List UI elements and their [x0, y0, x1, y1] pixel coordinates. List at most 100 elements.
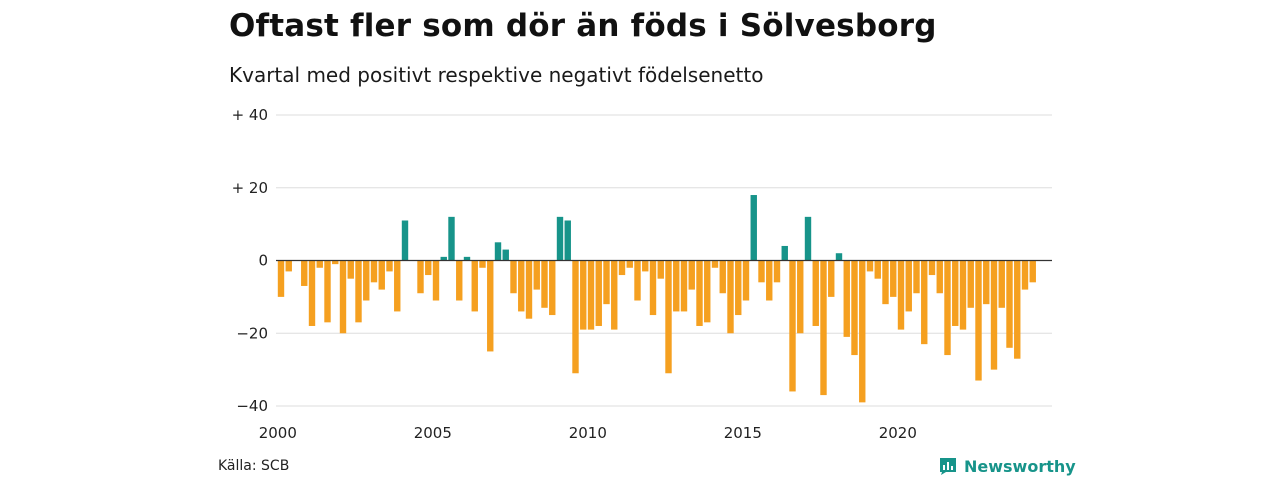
- bar: [727, 260, 734, 334]
- chart-title: Oftast fler som dör än föds i Sölvesborg: [229, 8, 937, 44]
- bar: [1021, 260, 1029, 290]
- bar: [649, 260, 657, 316]
- bar: [580, 260, 587, 330]
- x-tick-label: 2005: [414, 424, 452, 442]
- bar: [471, 260, 478, 312]
- bar: [812, 260, 819, 326]
- bar: [804, 216, 812, 261]
- bar: [673, 260, 680, 312]
- bar: [618, 260, 626, 276]
- bars: [277, 195, 1036, 403]
- bar: [820, 260, 827, 396]
- x-tick-label: 2010: [569, 424, 607, 442]
- bar: [1006, 260, 1013, 348]
- bar: [285, 260, 292, 272]
- bar: [355, 260, 362, 323]
- bar: [347, 260, 354, 279]
- bar: [959, 260, 967, 330]
- bar: [401, 220, 409, 261]
- bar: [835, 253, 843, 261]
- bar: [440, 256, 447, 261]
- newsworthy-logo-icon: [940, 458, 956, 475]
- bar: [533, 260, 540, 290]
- bar: [525, 260, 533, 319]
- bar: [688, 260, 695, 290]
- bar: [556, 216, 564, 261]
- bar: [789, 260, 796, 392]
- bar: [828, 260, 835, 297]
- bar: [425, 260, 432, 276]
- bar: [696, 260, 703, 326]
- bar: [719, 260, 726, 294]
- bar: [975, 260, 982, 381]
- bar: [494, 242, 502, 261]
- bar: [332, 260, 339, 265]
- bar: [742, 260, 750, 301]
- bar: [990, 260, 998, 370]
- bar: [370, 260, 378, 283]
- bar: [448, 216, 455, 261]
- bar: [874, 260, 881, 279]
- bar: [339, 260, 347, 334]
- bar: [897, 260, 905, 330]
- bar: [611, 260, 618, 330]
- bar: [301, 260, 308, 286]
- bar: [928, 260, 936, 276]
- bar: [1014, 260, 1021, 359]
- bar: [432, 260, 440, 301]
- bar: [882, 260, 889, 305]
- bar: [913, 260, 920, 294]
- bar: [843, 260, 850, 337]
- y-tick-label: 0: [258, 252, 268, 270]
- bar: [766, 260, 773, 301]
- bar: [890, 260, 897, 297]
- brand-name: Newsworthy: [964, 456, 1076, 476]
- bar: [634, 260, 641, 301]
- bar: [324, 260, 331, 323]
- bar: [704, 260, 711, 323]
- bar: [781, 245, 788, 261]
- bar: [665, 260, 672, 374]
- bar: [859, 260, 866, 403]
- bar: [952, 260, 959, 326]
- bar: [456, 260, 463, 301]
- bar: [642, 260, 649, 272]
- bar: [308, 260, 316, 326]
- bar: [417, 260, 424, 294]
- bar: [967, 260, 974, 308]
- brand: Newsworthy: [938, 456, 1076, 476]
- y-tick-label: + 40: [232, 106, 268, 124]
- source-note: Källa: SCB: [218, 458, 290, 474]
- bar: [626, 260, 633, 268]
- x-tick-label: 2020: [879, 424, 917, 442]
- bar: [277, 260, 285, 297]
- bar: [587, 260, 595, 330]
- bar: [711, 260, 719, 268]
- bar: [921, 260, 928, 345]
- y-tick-label: + 20: [232, 179, 268, 197]
- y-tick-label: −40: [236, 397, 268, 415]
- x-axis-labels: 2000 2005 2010 2015 2020: [259, 424, 917, 442]
- bar: [773, 260, 781, 283]
- bar: [510, 260, 517, 294]
- bar: [386, 260, 393, 272]
- bar: [944, 260, 951, 356]
- bar: [378, 260, 385, 290]
- y-tick-label: −20: [236, 324, 268, 342]
- bar: [905, 260, 912, 312]
- bar: [487, 260, 494, 352]
- bar: [479, 260, 486, 268]
- chart-subtitle: Kvartal med positivt respektive negativt…: [229, 63, 764, 87]
- bar: [680, 260, 688, 312]
- bar: [797, 260, 804, 334]
- bar: [750, 195, 757, 261]
- bar: [564, 220, 571, 261]
- bar: [463, 256, 471, 261]
- bar: [549, 260, 556, 316]
- bar: [851, 260, 858, 356]
- bar: [518, 260, 525, 312]
- y-axis-labels: + 40 + 20 0 −20 −40: [232, 106, 268, 415]
- bar: [758, 260, 765, 283]
- bar: [866, 260, 874, 272]
